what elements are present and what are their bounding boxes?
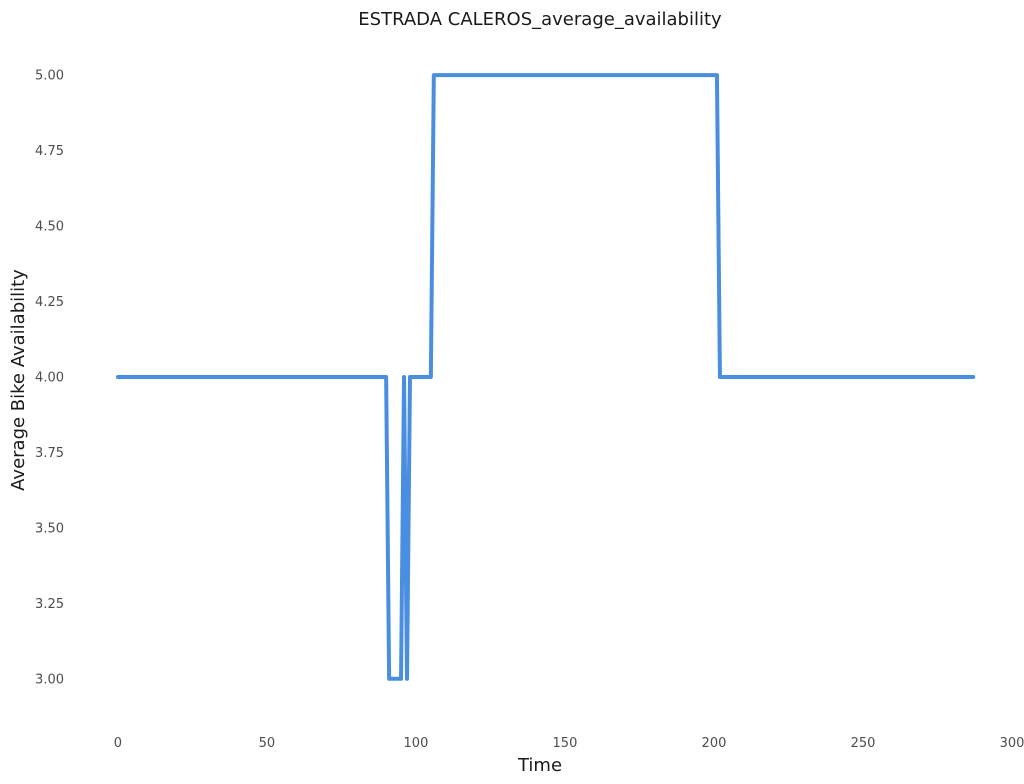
x-tick-label: 100: [404, 736, 429, 751]
y-tick-label: 4.00: [35, 370, 64, 385]
y-tick-label: 4.50: [35, 220, 64, 235]
x-tick-label: 200: [702, 736, 727, 751]
y-axis-label: Average Bike Availability: [8, 269, 29, 491]
x-axis-ticks: 0 50 100 150 200 250 300: [114, 736, 1024, 751]
series-line: [115, 73, 976, 681]
y-tick-label: 4.75: [35, 144, 64, 159]
series-layer: [115, 73, 976, 681]
y-tick-label: 5.00: [35, 69, 64, 84]
x-tick-label: 300: [1000, 736, 1024, 751]
y-tick-label: 3.00: [35, 672, 64, 687]
y-tick-label: 3.50: [35, 521, 64, 536]
x-tick-label: 50: [259, 736, 276, 751]
y-tick-label: 4.25: [35, 295, 64, 310]
y-tick-label: 3.25: [35, 597, 64, 612]
x-tick-label: 250: [851, 736, 876, 751]
y-axis-ticks: 3.00 3.25 3.50 3.75 4.00 4.25 4.50 4.75 5.00: [35, 69, 64, 688]
y-tick-label: 3.75: [35, 446, 64, 461]
x-tick-label: 0: [114, 736, 122, 751]
x-axis-label: Time: [517, 755, 562, 776]
x-tick-label: 150: [553, 736, 578, 751]
chart-title: ESTRADA CALEROS_average_availability: [358, 9, 722, 30]
